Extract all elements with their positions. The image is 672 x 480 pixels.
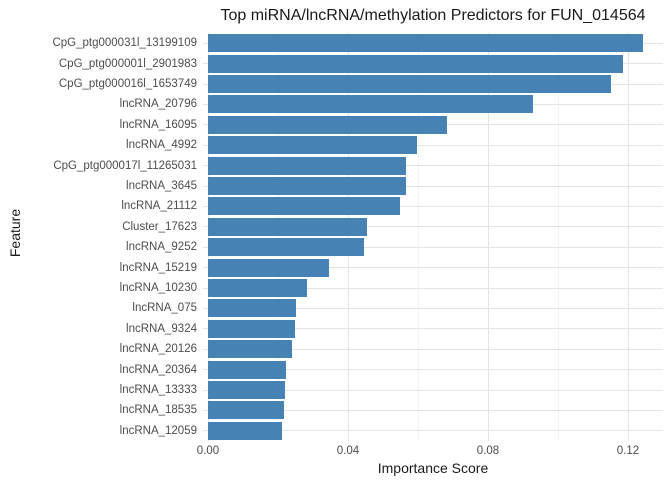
gridline-major-y — [203, 267, 663, 269]
y-tick-label: lncRNA_10230 — [119, 282, 197, 294]
gridline-major-y — [203, 328, 663, 330]
bar — [208, 54, 624, 73]
bar — [208, 319, 296, 338]
x-tick-label: 0.04 — [336, 445, 360, 457]
gridline-major-y — [203, 389, 663, 391]
x-tick-label: 0.00 — [196, 445, 220, 457]
gridline-major-y — [203, 246, 663, 248]
y-tick-label: lncRNA_16095 — [119, 118, 197, 131]
bar — [208, 95, 534, 114]
bar — [208, 136, 417, 155]
bar — [208, 34, 644, 53]
y-tick-label: lncRNA_9324 — [126, 322, 197, 335]
gridline-minor-x — [558, 33, 559, 441]
y-tick-label: CpG_ptg000017l_11265031 — [53, 159, 197, 172]
gridline-major-y — [203, 369, 663, 371]
y-tick-label: CpG_ptg000031l_13199109 — [52, 37, 197, 50]
gridline-major-y — [203, 348, 663, 350]
chart-title-text: Top miRNA/lncRNA/methylation Predictors … — [220, 7, 646, 24]
gridline-major-y — [203, 226, 663, 228]
y-tick-label: lncRNA_12059 — [119, 424, 197, 437]
gridline-major-x — [488, 33, 489, 441]
y-tick-label: lncRNA_18535 — [119, 404, 197, 417]
y-tick-label: lncRNA_20796 — [119, 98, 197, 111]
y-tick-label: lncRNA_15219 — [119, 261, 197, 274]
y-tick-label: CpG_ptg000016l_1653749 — [58, 78, 197, 90]
gridline-minor-x — [278, 33, 279, 441]
gridline-major-y — [203, 430, 663, 432]
bar — [208, 258, 330, 277]
gridline-minor-x — [418, 33, 419, 441]
x-axis-title: Importance Score — [377, 460, 489, 476]
bar — [208, 340, 292, 359]
gridline-major-y — [203, 185, 663, 187]
y-tick-label: CpG_ptg000001l_2901983 — [58, 57, 197, 70]
bar — [208, 299, 297, 318]
plot-panel — [203, 33, 663, 441]
y-tick-label: lncRNA_9252 — [126, 241, 197, 254]
gridline-major-x — [208, 33, 209, 441]
gridline-major-y — [203, 144, 663, 146]
y-tick-label: lncRNA_075 — [132, 302, 197, 315]
bar — [208, 401, 284, 420]
y-tick-label: lncRNA_21112 — [121, 200, 197, 213]
y-tick-label: lncRNA_3645 — [126, 180, 197, 192]
gridline-major-y — [203, 409, 663, 411]
gridline-major-y — [203, 307, 663, 309]
y-tick-label: lncRNA_13333 — [119, 384, 197, 396]
bar — [208, 75, 611, 93]
y-tick-label: lncRNA_20126 — [119, 343, 197, 356]
bar — [208, 381, 285, 399]
bar — [208, 156, 407, 175]
y-tick-label: lncRNA_4992 — [126, 139, 197, 152]
x-tick-label: 0.08 — [476, 445, 500, 457]
bar — [208, 197, 401, 216]
bar — [208, 421, 282, 440]
x-tick-label: 0.12 — [616, 445, 640, 457]
bar — [208, 279, 308, 297]
bar — [208, 238, 364, 257]
gridline-major-y — [203, 287, 663, 289]
chart-title: Top miRNA/lncRNA/methylation Predictors … — [203, 7, 663, 25]
bar — [208, 360, 287, 379]
gridline-major-x — [348, 33, 349, 441]
bar — [208, 217, 367, 236]
y-tick-label: Cluster_17623 — [122, 220, 197, 233]
gridline-major-y — [203, 165, 663, 167]
gridline-major-x — [628, 33, 629, 441]
bar — [208, 177, 406, 195]
gridline-major-y — [203, 205, 663, 207]
bar — [208, 115, 448, 134]
y-tick-label: lncRNA_20364 — [119, 363, 197, 376]
